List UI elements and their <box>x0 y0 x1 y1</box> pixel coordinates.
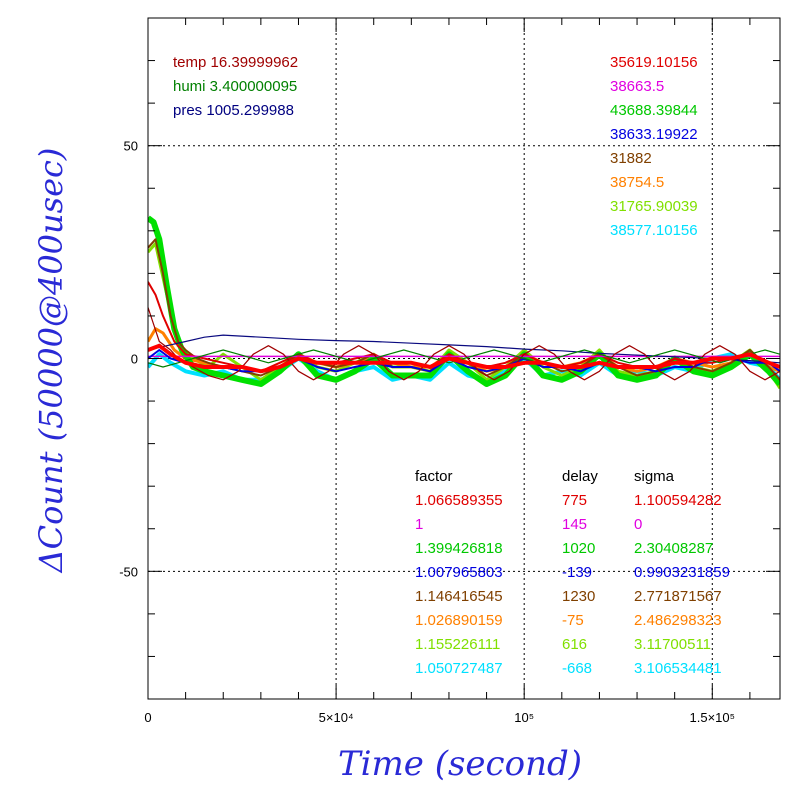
table-cell: 1.026890159 <box>415 612 503 629</box>
table-cell: 1230 <box>562 588 595 605</box>
y-tick-label: 0 <box>131 352 138 367</box>
env-label: pres 1005.299988 <box>173 102 294 119</box>
table-cell: 2.486298323 <box>634 612 722 629</box>
count-label: 31882 <box>610 150 652 167</box>
series-group <box>148 215 780 390</box>
y-tick-label: -50 <box>119 564 138 579</box>
y-axis-title: ΔCount (50000@400usec) <box>32 148 70 575</box>
count-label: 38663.5 <box>610 78 664 95</box>
table-cell: 0 <box>634 516 642 533</box>
axis-ticks: 0 5×10⁴ 10⁵ 1.5×10⁵ 50 0 -50 <box>119 17 780 725</box>
table-cell: 1.399426818 <box>415 540 503 557</box>
x-tick-label: 10⁵ <box>514 710 534 725</box>
x-tick-label: 0 <box>144 710 151 725</box>
table-cell: 3.106534481 <box>634 660 722 677</box>
table-cell: 1020 <box>562 540 595 557</box>
count-label: 38754.5 <box>610 174 664 191</box>
table-header: delay <box>562 468 598 485</box>
series-line-5 <box>148 281 780 373</box>
table-header: sigma <box>634 468 675 485</box>
x-axis-title: Time (second) <box>338 744 582 784</box>
table-cell: 145 <box>562 516 587 533</box>
y-tick-label: 50 <box>124 139 138 154</box>
table-cell: -139 <box>562 564 592 581</box>
series-line-8 <box>148 334 780 364</box>
count-label: 31765.90039 <box>610 198 698 215</box>
x-tick-label: 1.5×10⁵ <box>690 710 736 725</box>
table-cell: -668 <box>562 660 592 677</box>
table-cell: -75 <box>562 612 584 629</box>
env-label: temp 16.39999962 <box>173 54 298 71</box>
count-label: 35619.10156 <box>610 54 698 71</box>
table-header: factor <box>415 468 453 485</box>
table-cell: 775 <box>562 492 587 509</box>
table-cell: 1.155226111 <box>415 636 500 653</box>
table-cell: 1.050727487 <box>415 660 503 677</box>
table-cell: 0.9903231859 <box>634 564 730 581</box>
x-tick-label: 5×10⁴ <box>319 710 354 725</box>
count-label: 38577.10156 <box>610 222 698 239</box>
annotations: temp 16.39999962 humi 3.400000095 pres 100… <box>173 54 730 677</box>
table-cell: 1.100594282 <box>634 492 722 509</box>
table-cell: 1.146416545 <box>415 588 503 605</box>
table-cell: 1 <box>415 516 423 533</box>
table-cell: 1.066589355 <box>415 492 503 509</box>
table-cell: 616 <box>562 636 587 653</box>
table-cell: 2.30408287 <box>634 540 713 557</box>
env-label: humi 3.400000095 <box>173 78 297 95</box>
table-cell: 1.007965803 <box>415 564 503 581</box>
table-cell: 2.771871567 <box>634 588 722 605</box>
count-label: 38633.19922 <box>610 126 698 143</box>
series-line-11 <box>148 343 780 374</box>
count-label: 43688.39844 <box>610 102 698 119</box>
table-cell: 3.11700511 <box>634 636 711 653</box>
series-line-10 <box>148 349 780 368</box>
